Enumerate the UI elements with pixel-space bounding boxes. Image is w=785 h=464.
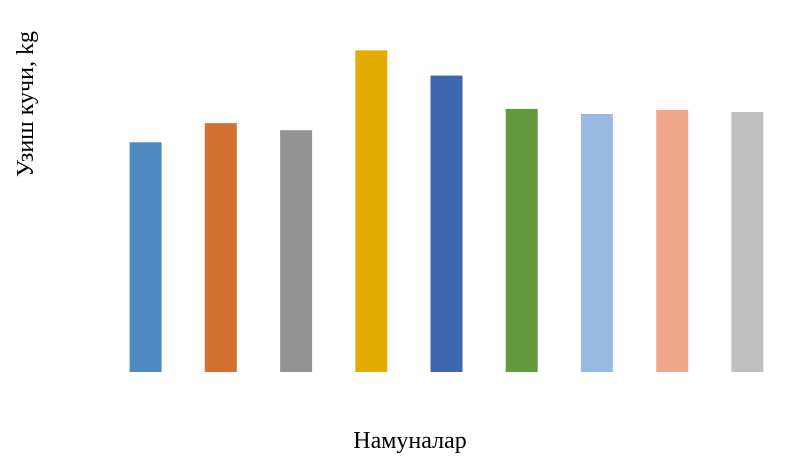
bar-4 [355, 50, 388, 373]
bar-3 [280, 130, 313, 372]
bar-1 [129, 142, 162, 372]
bar-2 [204, 123, 237, 372]
bar-5 [430, 75, 463, 372]
bar-9 [731, 112, 764, 372]
y-axis-title: Узиш кучи, kg [13, 31, 39, 177]
bar-6 [505, 108, 538, 373]
x-axis-title: Намуналар [353, 428, 467, 454]
bars-layer [129, 50, 764, 373]
bar-8 [656, 110, 689, 372]
bar-7 [580, 114, 613, 372]
